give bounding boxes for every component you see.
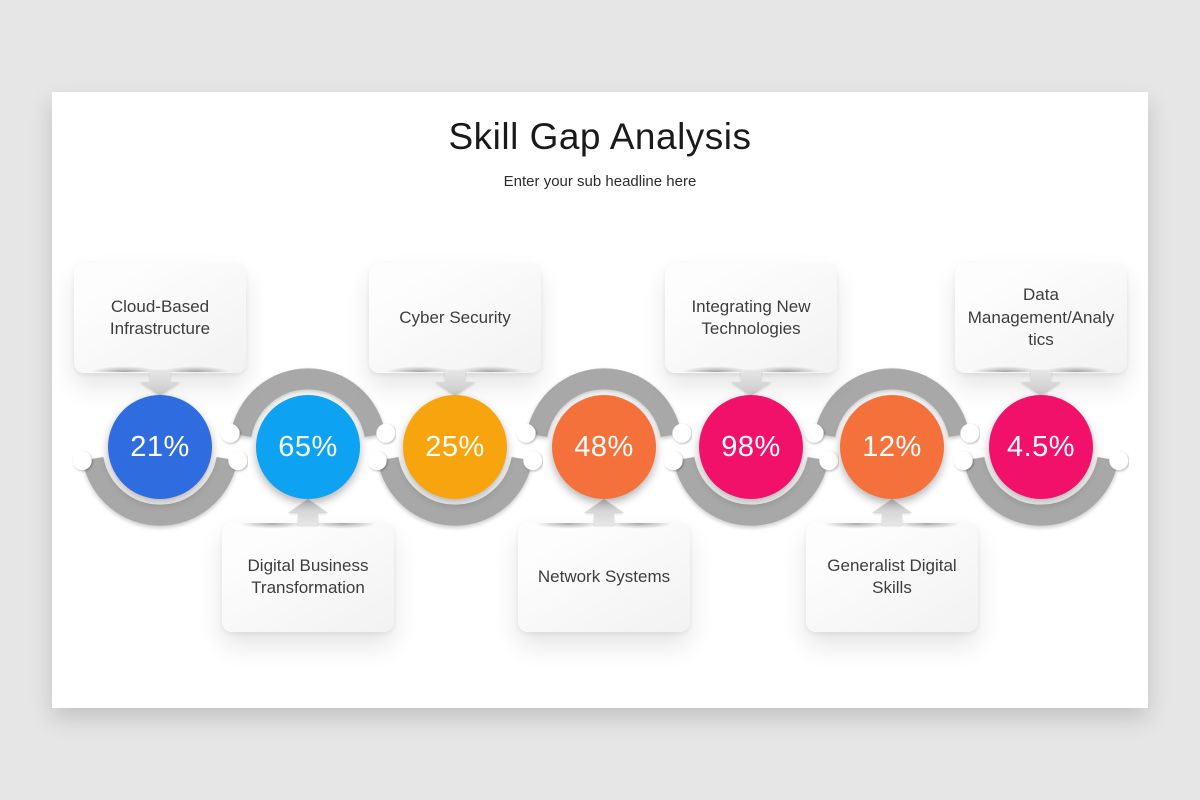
- arrow-shadow: [530, 523, 678, 537]
- arc-notch: [376, 423, 396, 443]
- arc-notch: [523, 451, 543, 471]
- arc-notch: [672, 423, 692, 443]
- percent-value: 12%: [862, 430, 922, 463]
- arc-notch: [72, 451, 92, 471]
- connector-arrow-down-icon: [731, 370, 771, 396]
- progress-arc-top: [516, 368, 692, 443]
- progress-arc-bottom: [72, 451, 248, 526]
- connector-arrow-down-icon: [1021, 370, 1061, 396]
- percent-value: 48%: [574, 430, 634, 463]
- arc-notch: [367, 451, 387, 471]
- label-box: Cloud-Based Infrastructure: [74, 263, 246, 373]
- label-text: Cloud-Based Infrastructure: [109, 296, 211, 338]
- percent-circle: 21%: [108, 395, 212, 499]
- progress-arc-top: [220, 368, 396, 443]
- arc-notch: [819, 451, 839, 471]
- arc-notch: [220, 423, 240, 443]
- label-box: Generalist Digital Skills: [806, 522, 978, 632]
- label-box: Cyber Security: [369, 263, 541, 373]
- connector-arrow-down-icon: [140, 370, 180, 396]
- progress-arc-bottom: [663, 451, 839, 526]
- arrow-shadow: [818, 523, 966, 537]
- arc-notch: [960, 423, 980, 443]
- percent-value: 21%: [130, 430, 190, 463]
- connector-arrow-up-icon: [584, 499, 624, 525]
- percent-circle: 12%: [840, 395, 944, 499]
- label-text: Network Systems: [537, 566, 671, 586]
- percent-circle: 65%: [256, 395, 360, 499]
- arc-notch: [516, 423, 536, 443]
- label-box: Integrating New Technologies: [665, 263, 837, 373]
- percent-value: 98%: [721, 430, 781, 463]
- percent-circle: 4.5%: [989, 395, 1093, 499]
- label-box: Data Management/Analytics: [955, 263, 1127, 373]
- arc-notch: [228, 451, 248, 471]
- connector-arrow-down-icon: [435, 370, 475, 396]
- label-text: Generalist Digital Skills: [827, 555, 957, 597]
- percent-value: 25%: [425, 430, 485, 463]
- arc-notch: [953, 451, 973, 471]
- progress-arc-bottom: [953, 451, 1129, 526]
- label-box: Network Systems: [518, 522, 690, 632]
- slide-title: Skill Gap Analysis: [448, 116, 752, 157]
- progress-arc-bottom: [367, 451, 543, 526]
- label-text: Integrating New Technologies: [691, 296, 811, 338]
- slide-subtitle: Enter your sub headline here: [503, 173, 697, 190]
- progress-arc-top: [804, 368, 980, 443]
- arc-notch: [1109, 451, 1129, 471]
- percent-circle: 98%: [699, 395, 803, 499]
- percent-value: 4.5%: [1006, 430, 1076, 463]
- label-text: Cyber Security: [399, 307, 511, 327]
- label-text: Data Management/Analytics: [967, 285, 1115, 350]
- arrow-shadow: [234, 523, 382, 537]
- percent-value: 65%: [278, 430, 338, 463]
- connector-arrow-up-icon: [872, 499, 912, 525]
- percent-circle: 48%: [552, 395, 656, 499]
- label-text: Digital Business Transformation: [247, 555, 369, 597]
- arc-notch: [804, 423, 824, 443]
- percent-circle: 25%: [403, 395, 507, 499]
- arc-notch: [663, 451, 683, 471]
- label-box: Digital Business Transformation: [222, 522, 394, 632]
- connector-arrow-up-icon: [288, 499, 328, 525]
